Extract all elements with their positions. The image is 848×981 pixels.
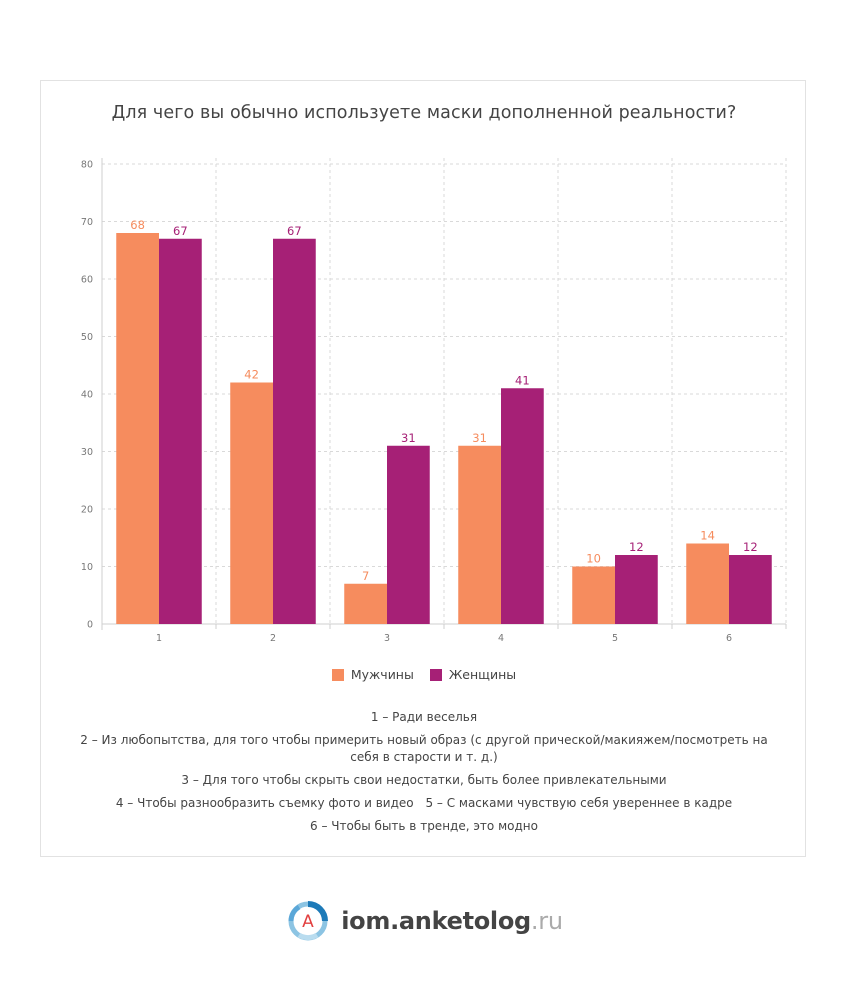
bar-women-1 bbox=[159, 238, 202, 624]
category-notes: 1 – Ради веселья 2 – Из любопытства, для… bbox=[71, 709, 777, 841]
note-4: 4 – Чтобы разнообразить съемку фото и ви… bbox=[115, 796, 414, 810]
y-tick-label: 50 bbox=[81, 332, 93, 343]
footer: A iom.anketolog.ru bbox=[0, 898, 848, 948]
y-tick-label: 20 bbox=[81, 505, 93, 516]
data-label-men-1: 68 bbox=[130, 218, 145, 232]
x-tick-label: 5 bbox=[612, 633, 618, 644]
bar-men-4 bbox=[458, 445, 501, 624]
brand-link[interactable]: A iom.anketolog.ru bbox=[285, 898, 563, 944]
data-label-women-6: 12 bbox=[743, 540, 758, 554]
anketolog-logo-icon: A bbox=[288, 901, 329, 941]
chart-title: Для чего вы обычно используете маски доп… bbox=[111, 103, 737, 123]
bar-men-3 bbox=[344, 583, 387, 624]
y-tick-label: 0 bbox=[87, 620, 93, 631]
bar-men-5 bbox=[572, 566, 615, 624]
logo-letter: A bbox=[302, 912, 314, 932]
y-tick-label: 30 bbox=[81, 447, 93, 458]
bar-women-4 bbox=[501, 388, 544, 624]
note-3: 3 – Для того чтобы скрыть свои недостатк… bbox=[181, 773, 667, 787]
note-6: 6 – Чтобы быть в тренде, это модно bbox=[310, 819, 538, 833]
data-label-women-2: 67 bbox=[287, 224, 302, 238]
data-label-men-3: 7 bbox=[362, 569, 369, 583]
data-label-women-3: 31 bbox=[401, 431, 416, 445]
legend-item-men[interactable]: Мужчины bbox=[331, 667, 414, 682]
data-label-women-1: 67 bbox=[173, 224, 188, 238]
brand-name: iom.anketolog bbox=[341, 907, 531, 935]
legend-swatch-women bbox=[429, 668, 442, 681]
brand-tld: .ru bbox=[530, 907, 563, 935]
note-2: 2 – Из любопытства, для того чтобы приме… bbox=[80, 733, 768, 764]
data-label-men-6: 14 bbox=[700, 529, 715, 543]
y-tick-label: 10 bbox=[81, 562, 93, 573]
y-tick-label: 80 bbox=[81, 160, 93, 171]
bar-men-1 bbox=[116, 233, 159, 624]
legend-label-men: Мужчины bbox=[350, 667, 414, 682]
y-tick-label: 40 bbox=[81, 390, 93, 401]
bar-women-2 bbox=[273, 238, 316, 624]
legend-swatch-men bbox=[331, 668, 344, 681]
bar-men-2 bbox=[230, 382, 273, 624]
note-5: 5 – С масками чувствую себя увереннее в … bbox=[425, 796, 733, 810]
chart-card: Для чего вы обычно используете маски доп… bbox=[40, 80, 806, 857]
bar-men-6 bbox=[686, 543, 729, 624]
data-label-women-5: 12 bbox=[629, 540, 644, 554]
x-tick-label: 4 bbox=[498, 633, 504, 644]
note-1: 1 – Ради веселья bbox=[370, 710, 478, 724]
data-label-men-5: 10 bbox=[586, 552, 601, 566]
data-label-women-4: 41 bbox=[515, 373, 530, 387]
y-tick-label: 70 bbox=[81, 217, 93, 228]
x-tick-label: 6 bbox=[726, 633, 732, 644]
data-label-men-2: 42 bbox=[244, 368, 259, 382]
bar-women-3 bbox=[387, 445, 430, 624]
note-row-4-5: 4 – Чтобы разнообразить съемку фото и ви… bbox=[71, 795, 777, 812]
x-tick-label: 3 bbox=[384, 633, 390, 644]
bar-women-5 bbox=[615, 555, 658, 624]
x-tick-label: 2 bbox=[270, 633, 276, 644]
x-tick-label: 1 bbox=[156, 633, 162, 644]
bar-women-6 bbox=[729, 555, 772, 624]
legend-item-women[interactable]: Женщины bbox=[429, 667, 517, 682]
legend-label-women: Женщины bbox=[448, 667, 517, 682]
data-label-men-4: 31 bbox=[472, 431, 487, 445]
y-tick-label: 60 bbox=[81, 275, 93, 286]
chart-legend: Мужчины Женщины bbox=[41, 667, 807, 684]
